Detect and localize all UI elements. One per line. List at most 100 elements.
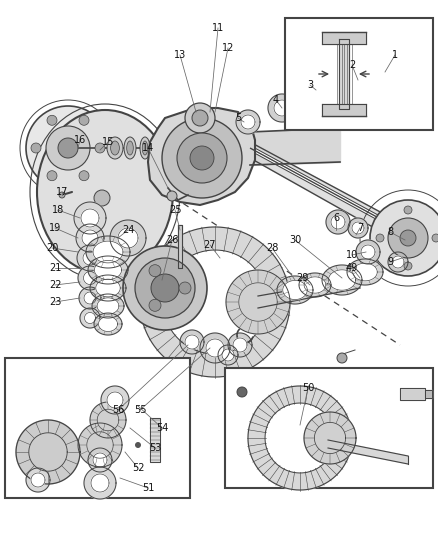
- Polygon shape: [277, 276, 313, 304]
- Text: 12: 12: [222, 43, 234, 53]
- Polygon shape: [226, 270, 290, 334]
- Circle shape: [370, 200, 438, 276]
- Text: 56: 56: [112, 405, 124, 415]
- Text: 24: 24: [122, 225, 134, 235]
- Polygon shape: [300, 77, 336, 107]
- Text: 55: 55: [134, 405, 146, 415]
- Circle shape: [47, 171, 57, 181]
- Polygon shape: [304, 277, 326, 293]
- Text: 20: 20: [46, 243, 58, 253]
- Text: 30: 30: [289, 235, 301, 245]
- Polygon shape: [241, 115, 255, 129]
- Polygon shape: [150, 418, 160, 462]
- Circle shape: [404, 206, 412, 214]
- Bar: [225, 368, 433, 488]
- Polygon shape: [236, 110, 260, 134]
- Polygon shape: [94, 313, 122, 335]
- Polygon shape: [347, 259, 383, 285]
- Text: 52: 52: [132, 463, 144, 473]
- Ellipse shape: [111, 141, 120, 155]
- Bar: [285, 18, 433, 130]
- Polygon shape: [322, 104, 366, 116]
- Polygon shape: [299, 273, 331, 297]
- Ellipse shape: [127, 141, 133, 155]
- Text: 8: 8: [387, 227, 393, 237]
- Polygon shape: [93, 241, 123, 263]
- Polygon shape: [180, 330, 204, 354]
- Text: 5: 5: [235, 113, 241, 123]
- Circle shape: [372, 52, 404, 84]
- Circle shape: [95, 143, 105, 153]
- Polygon shape: [88, 256, 128, 284]
- Polygon shape: [178, 225, 182, 268]
- Text: 54: 54: [156, 423, 168, 433]
- Polygon shape: [218, 345, 238, 365]
- Circle shape: [179, 282, 191, 294]
- Text: 26: 26: [166, 235, 178, 245]
- Text: 16: 16: [74, 135, 86, 145]
- Polygon shape: [274, 100, 290, 116]
- Polygon shape: [248, 386, 352, 490]
- Polygon shape: [328, 440, 408, 464]
- Polygon shape: [361, 245, 375, 259]
- Polygon shape: [16, 420, 80, 484]
- Polygon shape: [322, 265, 362, 295]
- Polygon shape: [258, 278, 360, 308]
- Polygon shape: [222, 349, 234, 361]
- Text: 9: 9: [387, 257, 393, 267]
- Polygon shape: [82, 230, 98, 246]
- Circle shape: [190, 146, 214, 170]
- Polygon shape: [101, 386, 129, 414]
- Circle shape: [167, 191, 177, 201]
- Polygon shape: [77, 245, 103, 271]
- Polygon shape: [425, 390, 432, 398]
- Text: 19: 19: [49, 223, 61, 233]
- Text: 49: 49: [346, 263, 358, 273]
- Polygon shape: [304, 412, 356, 464]
- Circle shape: [177, 133, 227, 183]
- Text: 50: 50: [302, 383, 314, 393]
- Circle shape: [47, 115, 57, 125]
- Polygon shape: [80, 308, 100, 328]
- Ellipse shape: [107, 137, 123, 159]
- Polygon shape: [85, 312, 95, 324]
- Circle shape: [400, 230, 416, 246]
- Ellipse shape: [142, 141, 148, 155]
- Bar: [5, 358, 190, 498]
- Polygon shape: [26, 468, 50, 492]
- Text: 13: 13: [174, 50, 186, 60]
- Circle shape: [135, 442, 141, 448]
- Polygon shape: [353, 263, 377, 281]
- Polygon shape: [392, 256, 404, 268]
- Polygon shape: [92, 294, 124, 318]
- Circle shape: [31, 143, 41, 153]
- Polygon shape: [91, 474, 109, 492]
- Circle shape: [151, 274, 179, 302]
- Polygon shape: [388, 252, 408, 272]
- Polygon shape: [400, 388, 425, 400]
- Polygon shape: [356, 240, 380, 264]
- Ellipse shape: [140, 137, 150, 159]
- Circle shape: [149, 300, 161, 311]
- Text: 15: 15: [102, 137, 114, 147]
- Text: 53: 53: [149, 443, 161, 453]
- Polygon shape: [86, 236, 130, 268]
- Circle shape: [388, 218, 428, 258]
- Polygon shape: [185, 335, 199, 349]
- Polygon shape: [200, 333, 230, 363]
- Polygon shape: [148, 108, 255, 205]
- Text: 23: 23: [49, 297, 61, 307]
- Circle shape: [149, 265, 161, 277]
- Text: 1: 1: [392, 50, 398, 60]
- Text: 25: 25: [169, 205, 181, 215]
- Polygon shape: [96, 279, 120, 297]
- Text: 4: 4: [273, 95, 279, 105]
- Polygon shape: [97, 298, 119, 314]
- Circle shape: [123, 246, 207, 330]
- Polygon shape: [84, 271, 96, 285]
- Text: 10: 10: [346, 250, 358, 260]
- Polygon shape: [76, 224, 104, 252]
- Text: 27: 27: [204, 240, 216, 250]
- Circle shape: [404, 262, 412, 270]
- Polygon shape: [99, 317, 117, 332]
